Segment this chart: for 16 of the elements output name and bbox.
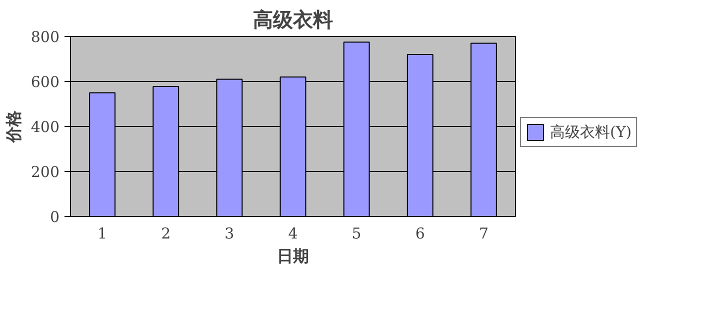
y-axis-title: 价格 xyxy=(4,110,23,144)
x-axis-title: 日期 xyxy=(277,246,309,266)
y-tick-label: 200 xyxy=(30,163,60,181)
y-tick-label: 0 xyxy=(50,208,60,226)
x-tick-label: 7 xyxy=(478,224,488,242)
x-tick-label: 3 xyxy=(224,224,234,242)
x-tick-label: 6 xyxy=(415,224,425,242)
x-tick-label: 2 xyxy=(161,224,171,242)
x-tick-label: 1 xyxy=(98,224,108,242)
y-tick-label: 600 xyxy=(30,73,60,91)
y-tick-label: 400 xyxy=(30,118,60,136)
y-tick-label: 800 xyxy=(30,28,60,46)
chart-title: 高级衣料 xyxy=(253,8,333,32)
x-tick-label: 5 xyxy=(352,224,362,242)
x-tick-label: 4 xyxy=(288,224,298,242)
legend-label: 高级衣料(Y) xyxy=(550,122,632,142)
